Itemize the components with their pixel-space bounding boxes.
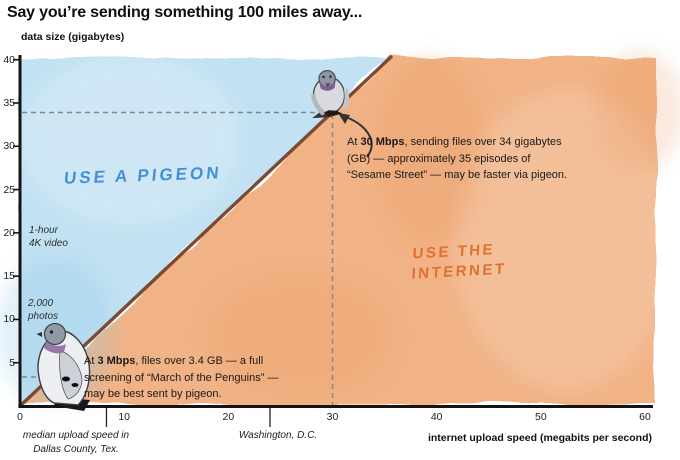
y-annotation-photos-line1: 2,000: [28, 298, 54, 309]
annotation-3mbps-bold: 3 Mbps: [97, 355, 136, 367]
y-annotation-4k-video: 1-hour 4K video: [29, 225, 68, 250]
y-annotation-4k-video-line1: 1-hour: [29, 225, 58, 236]
x-tick-label: 60: [639, 411, 651, 423]
annotation-3mbps-prefix: At: [84, 355, 98, 367]
x-annotation-dallas: median upload speed in Dallas County, Te…: [6, 429, 146, 456]
arrow-to-high-point: [345, 116, 373, 158]
x-annotation-dallas-line1: median upload speed in: [22, 430, 130, 441]
annotation-3mbps: At 3 Mbps, files over 3.4 GB — a full sc…: [84, 353, 294, 403]
internet-region-label: USE THE INTERNET: [411, 239, 508, 285]
x-tick-label: 30: [326, 411, 339, 423]
y-tick-label: 35: [3, 97, 15, 109]
annotation-3mbps-text: , files over 3.4 GB — a full screening o…: [84, 355, 279, 400]
x-tick-label: 0: [17, 411, 23, 423]
pigeon-illustration-high: [310, 70, 350, 119]
x-tick-label: 50: [535, 411, 547, 423]
pigeon-illustration-low: [36, 322, 91, 411]
x-axis-title: internet upload speed (megabits per seco…: [427, 432, 652, 444]
y-axis-title: data size (gigabytes): [21, 31, 125, 43]
x-annotation-washington-line1: Washington, D.C.: [238, 430, 318, 441]
x-tick-label: 40: [430, 411, 443, 423]
y-tick-label: 15: [3, 270, 15, 283]
x-tick-label: 20: [222, 411, 235, 423]
y-tick-label: 10: [3, 313, 15, 326]
arrowhead-high: [338, 113, 350, 124]
axes: [18, 55, 653, 408]
chart-title: Say you’re sending something 100 miles a…: [7, 4, 363, 21]
x-tick-labels: 0 10 20 30 40 50 60: [0, 411, 680, 425]
y-annotation-photos: 2,000 photos: [28, 298, 58, 323]
annotation-30mbps-prefix: At: [347, 136, 361, 148]
y-axis-tick-marks: [13, 58, 20, 364]
x-annotation-dallas-line2: Dallas County, Tex.: [33, 443, 119, 455]
y-annotation-4k-video-line2: 4K video: [29, 237, 68, 249]
y-tick-label: 5: [9, 356, 15, 369]
y-tick-label: 25: [3, 183, 15, 196]
annotation-30mbps-text: , sending files over 34 gigabytes (GB) —…: [347, 136, 568, 181]
x-axis-pointer-lines: [105, 408, 271, 427]
x-annotation-washington: Washington, D.C.: [217, 429, 339, 443]
y-tick-label: 20: [3, 226, 15, 239]
annotation-30mbps: At 30 Mbps, sending files over 34 gigaby…: [347, 134, 569, 184]
y-tick-label: 40: [3, 53, 15, 66]
y-tick-labels: 5 10 15 20 25 30 35 40: [0, 0, 17, 460]
y-tick-label: 30: [3, 140, 15, 153]
y-annotation-photos-line2: photos: [28, 310, 59, 322]
annotation-30mbps-bold: 30 Mbps: [360, 136, 405, 148]
x-tick-label: 10: [118, 411, 130, 423]
